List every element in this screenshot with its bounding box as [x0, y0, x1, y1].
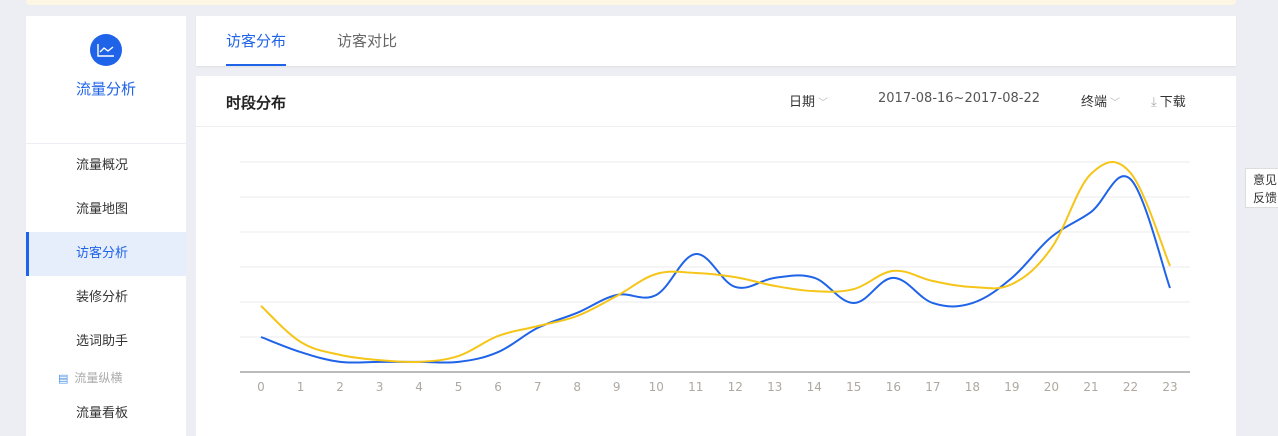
x-tick-label: 1 — [297, 380, 305, 394]
x-tick-label: 3 — [376, 380, 384, 394]
x-tick-label: 5 — [455, 380, 463, 394]
x-tick-label: 15 — [846, 380, 861, 394]
x-tick-label: 21 — [1083, 380, 1098, 394]
x-tick-label: 13 — [767, 380, 782, 394]
x-tick-label: 9 — [613, 380, 621, 394]
x-tick-label: 2 — [336, 380, 344, 394]
chevron-down-icon: ﹀ — [1110, 98, 1121, 109]
sidebar-item-traffic-overview[interactable]: 流量概况 — [76, 158, 129, 173]
line-chart: 0 1 2 3 4 5 6 7 8 9 10 11 12 13 14 15 16 17 18 19 20 21 22 23 — [240, 161, 1190, 394]
sidebar-group: ▤ 流量纵横 — [26, 364, 186, 392]
tab-visitor-distribution[interactable]: 访客分布 — [226, 16, 287, 66]
chevron-down-icon: ﹀ — [818, 98, 829, 109]
x-tick-label: 10 — [649, 380, 664, 394]
tab-bar: 访客分布 访客对比 — [196, 16, 1236, 66]
download-label: 下载 — [1159, 95, 1186, 110]
x-tick-label: 0 — [257, 380, 265, 394]
feedback-line1: 意见 — [1253, 173, 1278, 187]
sidebar-item-traffic-map[interactable]: 流量地图 — [76, 202, 129, 217]
x-tick-label: 19 — [1004, 380, 1019, 394]
panel-title: 时段分布 — [226, 94, 287, 112]
date-label: 日期 — [789, 95, 816, 110]
x-tick-label: 18 — [965, 380, 980, 394]
x-tick-label: 6 — [494, 380, 502, 394]
x-tick-label: 23 — [1162, 380, 1177, 394]
sidebar-brand: 流量分析 — [26, 34, 186, 144]
date-dropdown[interactable]: 日期 ﹀ — [789, 91, 828, 110]
x-tick-label: 7 — [534, 380, 542, 394]
notice-bar — [26, 0, 1236, 5]
x-tick-label: 8 — [573, 380, 581, 394]
sidebar-title: 流量分析 — [75, 80, 136, 98]
download-icon: ⤓ — [1151, 95, 1157, 110]
series-line-1 — [260, 161, 1171, 364]
x-tick-label: 4 — [415, 380, 423, 394]
sidebar: 流量分析 流量概况 流量地图 访客分析 装修分析 选词助手 ▤ 流量纵横 流量看板 — [26, 16, 186, 436]
terminal-dropdown[interactable]: 终端 ﹀ — [1081, 91, 1120, 110]
feedback-line2: 反馈 — [1253, 191, 1278, 205]
sidebar-item-decoration-analysis[interactable]: 装修分析 — [76, 290, 129, 305]
sidebar-group-label: 流量纵横 — [74, 371, 123, 385]
x-tick-label: 20 — [1044, 380, 1059, 394]
tab-visitor-comparison[interactable]: 访客对比 — [337, 32, 398, 50]
table-icon: ▤ — [58, 372, 69, 385]
chart-panel: 时段分布 日期 ﹀ 2017-08-16~2017-08-22 终端 ﹀ ⤓ 下载 — [196, 76, 1236, 436]
x-tick-label: 16 — [886, 380, 901, 394]
x-tick-label: 12 — [728, 380, 743, 394]
sidebar-item-visitor-analysis[interactable]: 访客分析 — [26, 232, 186, 276]
feedback-button[interactable]: 意见 反馈 — [1245, 168, 1278, 208]
date-range[interactable]: 2017-08-16~2017-08-22 — [878, 91, 1040, 106]
x-tick-label: 22 — [1123, 380, 1138, 394]
line-chart-icon — [90, 34, 122, 66]
x-tick-label: 14 — [807, 380, 822, 394]
x-tick-label: 11 — [688, 380, 703, 394]
terminal-label: 终端 — [1081, 95, 1108, 110]
sidebar-item-traffic-board[interactable]: 流量看板 — [76, 406, 129, 421]
x-tick-label: 17 — [925, 380, 940, 394]
sidebar-item-keyword-helper[interactable]: 选词助手 — [76, 334, 129, 349]
download-button[interactable]: ⤓ 下载 — [1151, 91, 1186, 110]
